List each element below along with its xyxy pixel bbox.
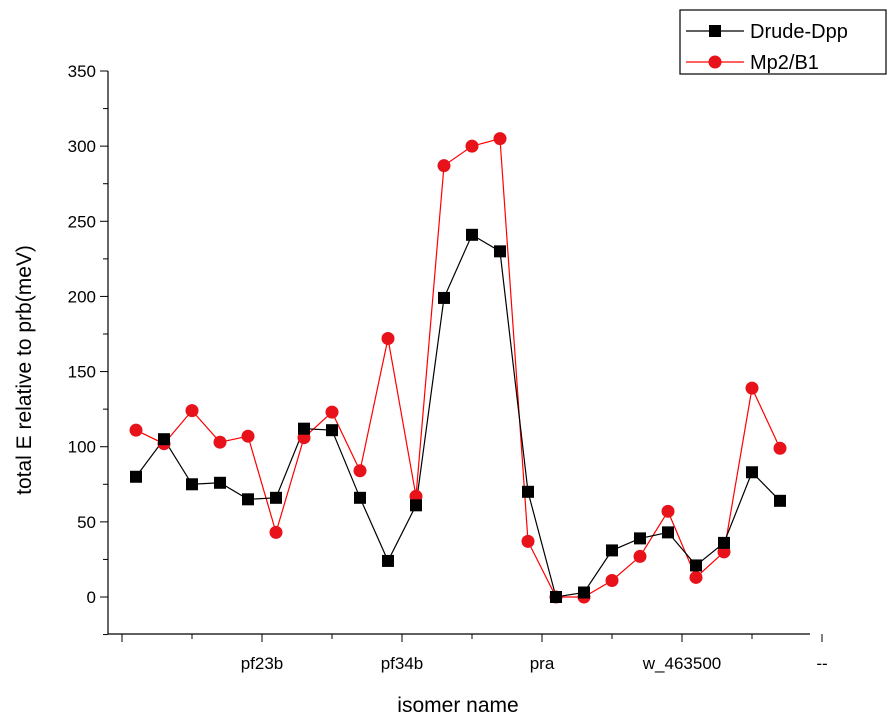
drude-dpp-point [690, 559, 702, 572]
x-tick-label: pra [530, 654, 555, 673]
legend: Drude-Dpp Mp2/B1 [679, 9, 887, 75]
y-tick-label: 350 [68, 62, 96, 81]
drude-dpp-point [718, 536, 730, 549]
mp2-b1-point [185, 404, 199, 418]
mp2-b1-point [269, 525, 283, 539]
y-tick-label: 0 [87, 588, 96, 607]
x-tick-label: w_463500 [642, 654, 721, 673]
drude-dpp-point [634, 532, 646, 545]
mp2-b1-point [633, 549, 647, 563]
mp2-b1-point [213, 435, 227, 449]
mp2-b1-point [241, 429, 255, 443]
mp2-b1-point [381, 332, 395, 346]
drude-dpp-point [382, 554, 394, 567]
drude-dpp-point [298, 422, 310, 435]
y-tick-label: 100 [68, 438, 96, 457]
drude-dpp-point [494, 245, 506, 258]
drude-dpp-point [130, 470, 142, 483]
x-tick-label: -- [816, 654, 827, 673]
y-tick-label: 200 [68, 287, 96, 306]
mp2-b1-point [605, 573, 619, 587]
drude-dpp-point [606, 544, 618, 557]
mp2-b1-point [521, 534, 535, 548]
drude-dpp-point [774, 494, 786, 507]
mp2-b1-point [129, 423, 143, 437]
drude-dpp-point [326, 424, 338, 437]
drude-dpp-point [438, 291, 450, 304]
y-tick-label: 50 [77, 513, 96, 532]
mp2-b1-point [773, 441, 787, 455]
drude-dpp-point [522, 485, 534, 498]
mp2-b1-point [745, 381, 759, 395]
drude-dpp-point [270, 491, 282, 504]
y-tick-label: 150 [68, 363, 96, 382]
mp2-b1-point [325, 405, 339, 419]
series-layer [129, 132, 787, 604]
drude-dpp-point [186, 478, 198, 491]
drude-dpp-point [578, 586, 590, 599]
x-tick-label: pf34b [381, 654, 424, 673]
legend-label: Mp2/B1 [750, 52, 819, 74]
mp2-b1-point [465, 139, 479, 153]
mp2-b1-point [353, 464, 367, 478]
mp2-b1-point [661, 504, 675, 518]
drude-dpp-point [410, 499, 422, 512]
series-line-drude-dpp [135, 233, 781, 598]
legend-marker-square [709, 25, 721, 37]
drude-dpp-point [158, 433, 170, 446]
drude-dpp-point [746, 466, 758, 479]
legend-label: Drude-Dpp [750, 21, 848, 43]
mp2-b1-point [493, 132, 507, 146]
drude-dpp-point [354, 491, 366, 504]
drude-dpp-point [550, 591, 562, 603]
drude-dpp-point [662, 526, 674, 539]
mp2-b1-point [437, 159, 451, 173]
y-tick-label: 250 [68, 212, 96, 231]
drude-dpp-point [214, 476, 226, 489]
x-axis-title: isomer name [397, 694, 518, 717]
y-axis-title: total E relative to prb(meV) [13, 245, 36, 495]
y-tick-label: 300 [68, 137, 96, 156]
drude-dpp-point [242, 493, 254, 506]
axes: 0 50 100 150 200 250 300 350 pf23b pf34b pra w_4635… [68, 62, 828, 673]
mp2-b1-point [689, 570, 703, 584]
drude-dpp-point [466, 228, 478, 241]
x-tick-label: pf23b [241, 654, 284, 673]
legend-marker-circle [708, 55, 722, 69]
series-line-mp2-b1 [135, 137, 781, 598]
